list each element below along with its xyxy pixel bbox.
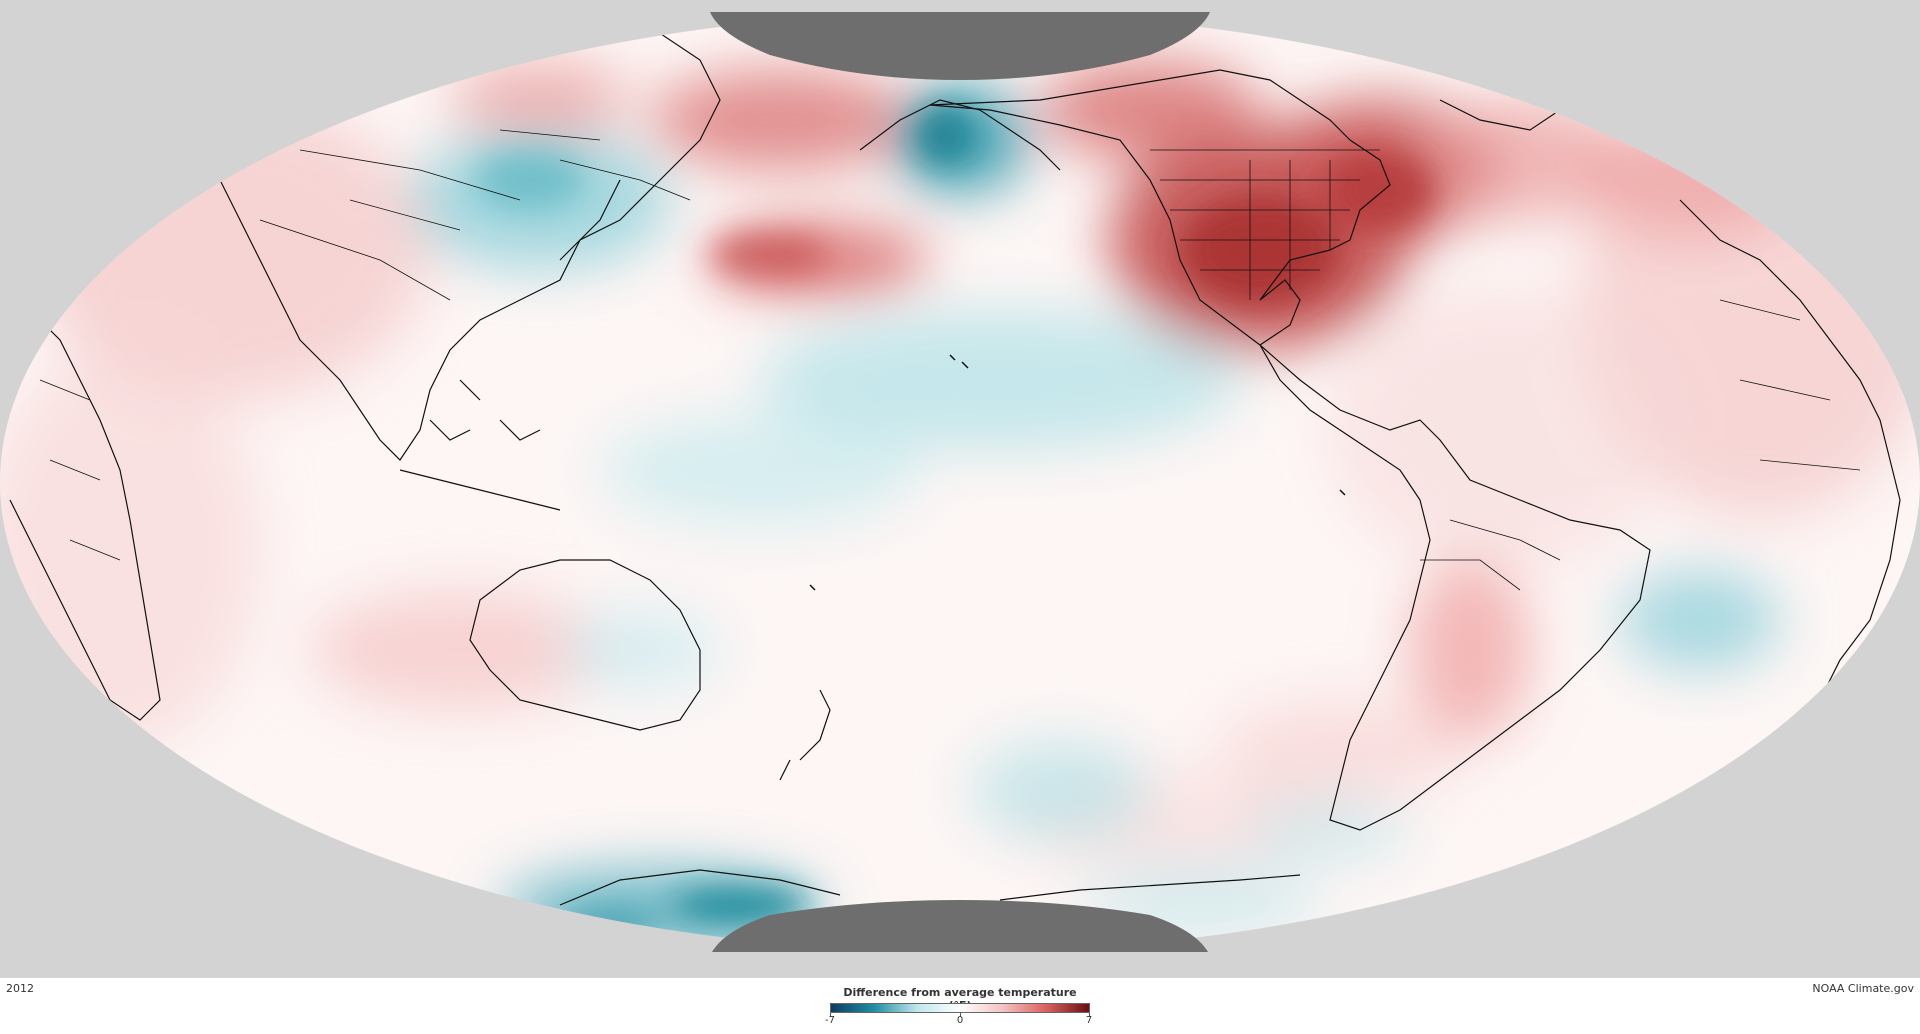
year-label: 2012	[6, 982, 34, 995]
anomaly-field	[0, 19, 1920, 950]
south-polar-cap	[712, 900, 1208, 952]
temperature-anomaly-map	[0, 12, 1920, 952]
legend-tick-min	[830, 1013, 831, 1017]
color-legend: Difference from average temperature (°F)…	[825, 986, 1092, 1030]
coastlines	[9, 19, 1901, 906]
legend-label-mid: 0	[956, 1015, 964, 1026]
legend-tick-max	[1089, 1013, 1090, 1017]
north-polar-cap	[710, 12, 1210, 80]
legend-label-max: 7	[1085, 1015, 1093, 1026]
map-footer: 2012 NOAA Climate.gov Difference from av…	[0, 978, 1920, 1034]
legend-color-bar	[830, 1003, 1090, 1013]
credit-label: NOAA Climate.gov	[1812, 982, 1914, 995]
legend-tick-mid	[960, 1013, 961, 1017]
map-area	[0, 0, 1920, 978]
legend-label-min: -7	[825, 1015, 835, 1026]
